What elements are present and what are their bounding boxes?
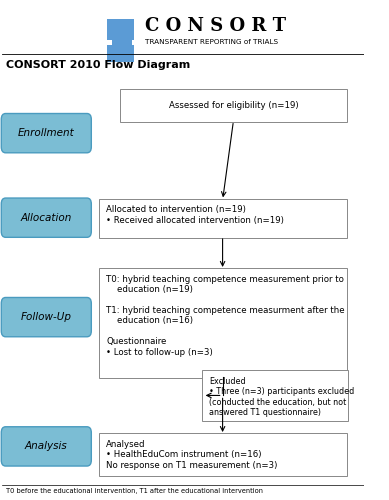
Text: Assessed for eligibility (n=19): Assessed for eligibility (n=19) (169, 102, 298, 110)
FancyBboxPatch shape (1, 114, 91, 153)
Text: Excluded
• Three (n=3) participants excluded
(conducted the education, but not
a: Excluded • Three (n=3) participants excl… (209, 377, 354, 417)
Text: T0: hybrid teaching competence measurement prior to
    education (n=19)

T1: hy: T0: hybrid teaching competence measureme… (106, 275, 345, 356)
FancyBboxPatch shape (107, 19, 134, 40)
Text: Analysed
• HealthEduCom instrument (n=16)
No response on T1 measurement (n=3): Analysed • HealthEduCom instrument (n=16… (106, 440, 277, 470)
Text: CONSORT 2010 Flow Diagram: CONSORT 2010 Flow Diagram (5, 60, 190, 70)
Text: Analysis: Analysis (25, 442, 68, 452)
FancyBboxPatch shape (202, 370, 349, 420)
FancyBboxPatch shape (98, 268, 347, 378)
Text: TRANSPARENT REPORTING of TRIALS: TRANSPARENT REPORTING of TRIALS (145, 39, 278, 45)
FancyBboxPatch shape (1, 427, 91, 466)
FancyBboxPatch shape (1, 298, 91, 337)
Text: Enrollment: Enrollment (18, 128, 75, 138)
FancyBboxPatch shape (112, 38, 132, 46)
Text: C O N S O R T: C O N S O R T (145, 17, 286, 35)
Text: Follow-Up: Follow-Up (21, 312, 72, 322)
FancyBboxPatch shape (107, 44, 134, 62)
FancyBboxPatch shape (120, 90, 347, 122)
FancyBboxPatch shape (1, 198, 91, 237)
Text: Allocation: Allocation (21, 212, 72, 222)
Text: Allocated to intervention (n=19)
• Received allocated intervention (n=19): Allocated to intervention (n=19) • Recei… (106, 205, 284, 225)
Text: T0 before the educational intervention, T1 after the educational intervention: T0 before the educational intervention, … (5, 488, 263, 494)
FancyBboxPatch shape (98, 199, 347, 237)
FancyBboxPatch shape (112, 50, 132, 56)
FancyBboxPatch shape (98, 434, 347, 476)
